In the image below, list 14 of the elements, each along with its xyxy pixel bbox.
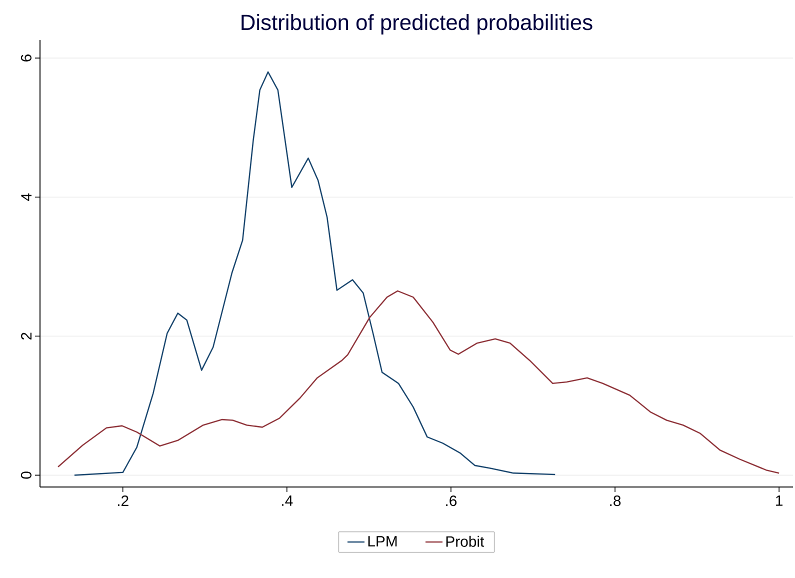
y-tick-label: 0 [20, 472, 32, 479]
x-tick-label: .2 [118, 496, 128, 506]
line-series [74, 71, 556, 476]
y-tick-label: 4 [21, 193, 32, 201]
legend-label: LPM [368, 536, 397, 546]
x-tick-label: .8 [610, 496, 621, 506]
x-tick-label: .4 [282, 496, 293, 506]
y-tick-label: 2 [21, 332, 32, 340]
line-series [57, 290, 780, 474]
x-tick-label: .6 [446, 496, 457, 506]
y-tick-label: 6 [20, 54, 32, 62]
legend-label: Probit [446, 536, 484, 547]
chart-title: Distribution of predicted probabilities [242, 14, 592, 34]
x-tick-label: 1 [776, 496, 782, 506]
